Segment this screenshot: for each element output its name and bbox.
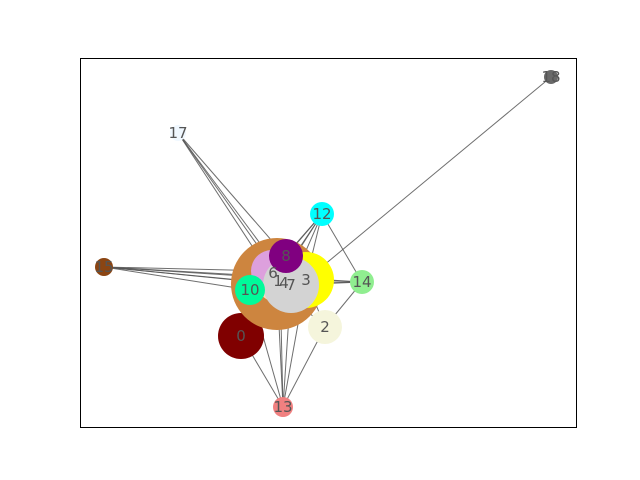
node-label-15: 15: [94, 258, 113, 276]
node-7: [263, 257, 319, 313]
nodes-layer: [95, 70, 558, 417]
node-13: [273, 397, 293, 417]
node-17: [170, 125, 186, 141]
node-label-1: 1: [273, 272, 283, 290]
node-label-3: 3: [301, 271, 311, 289]
node-label-18: 18: [541, 68, 560, 86]
node-8: [269, 239, 303, 273]
node-15: [95, 258, 113, 276]
node-label-4: 4: [279, 274, 289, 292]
node-label-14: 14: [352, 273, 371, 291]
node-label-7: 7: [286, 276, 296, 294]
node-label-12: 12: [312, 205, 331, 223]
node-10: [235, 275, 265, 305]
node-label-2: 2: [320, 318, 330, 336]
node-label-0: 0: [236, 327, 246, 345]
node-label-6: 6: [268, 264, 278, 282]
node-18: [544, 70, 558, 84]
node-2: [308, 310, 342, 344]
edge-18-3: [305, 76, 552, 281]
edge-12-14: [321, 213, 363, 283]
node-label-17: 17: [168, 124, 187, 142]
node-0: [218, 313, 264, 359]
node-label-8: 8: [281, 247, 291, 265]
node-label-10: 10: [240, 281, 259, 299]
node-14: [350, 270, 374, 294]
node-label-13: 13: [273, 398, 292, 416]
plot-frame: [80, 58, 577, 428]
node-12: [310, 202, 334, 226]
edge-15-10: [103, 266, 251, 291]
